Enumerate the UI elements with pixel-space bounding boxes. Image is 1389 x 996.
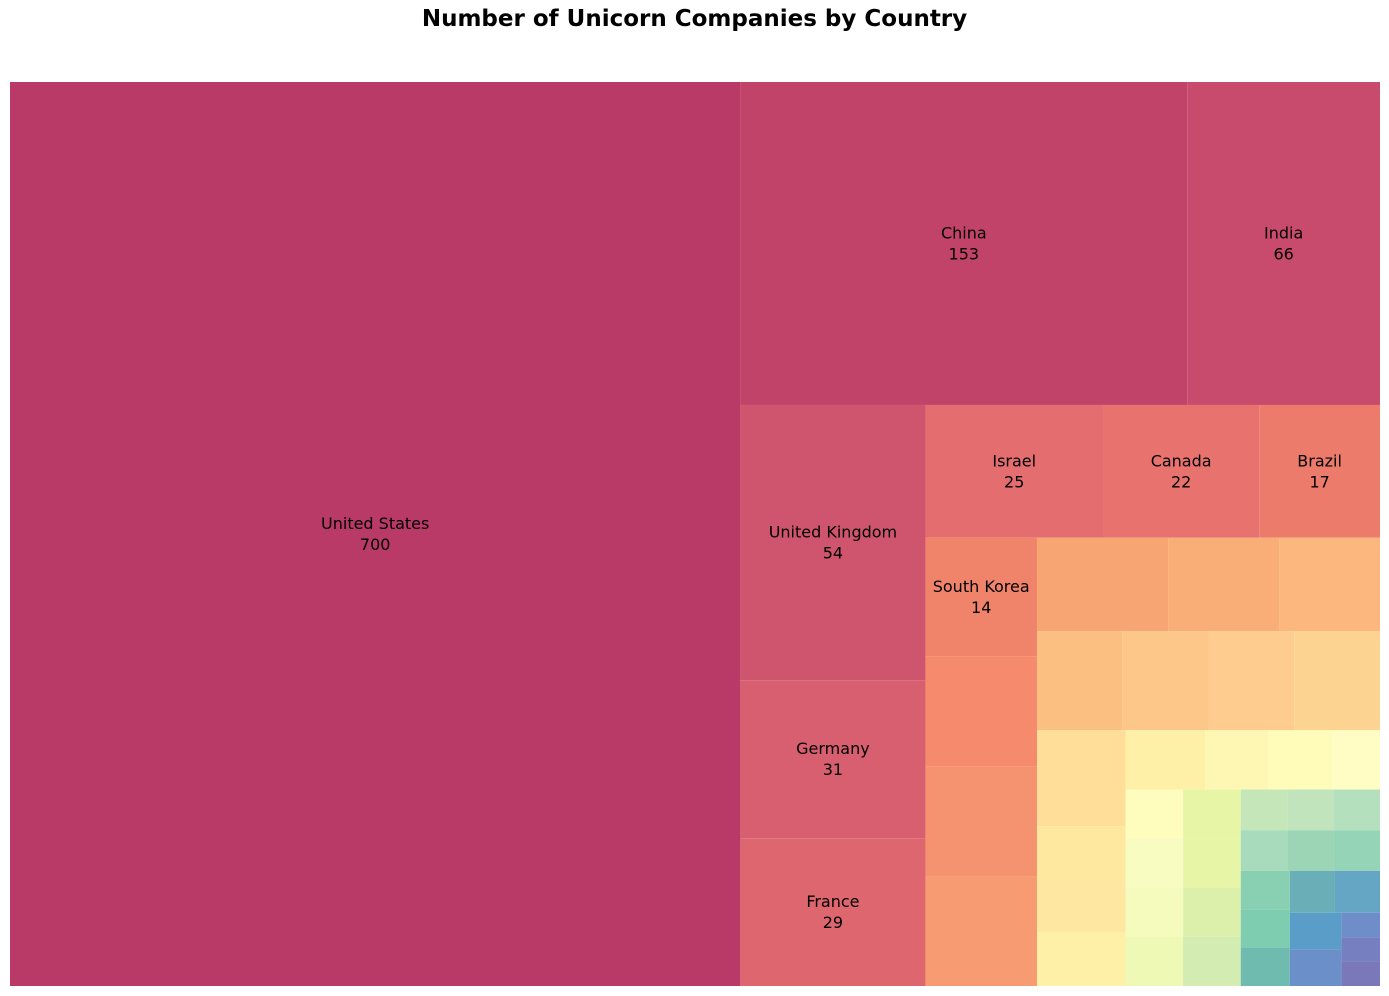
tile-india — [1187, 82, 1380, 405]
tile-unlabeled-12 — [925, 876, 1037, 986]
value-canada: 22 — [1171, 472, 1191, 491]
tile-unlabeled-34 — [1183, 887, 1241, 937]
tile-brazil — [1259, 404, 1380, 538]
tile-unlabeled-38 — [1333, 789, 1380, 831]
label-india: India — [1264, 223, 1303, 242]
label-canada: Canada — [1151, 451, 1212, 470]
tile-united-states — [10, 82, 741, 986]
tile-unlabeled-30 — [1125, 887, 1184, 937]
tile-unlabeled-48 — [1289, 949, 1342, 986]
tile-unlabeled-14 — [1168, 537, 1280, 632]
tile-unlabeled-44 — [1240, 947, 1290, 986]
tile-united-kingdom — [740, 404, 926, 681]
tile-unlabeled-37 — [1287, 789, 1334, 831]
tile-china — [740, 82, 1188, 405]
tile-france — [740, 838, 926, 986]
tile-unlabeled-50 — [1341, 937, 1380, 962]
tile-unlabeled-21 — [1036, 826, 1126, 880]
tile-unlabeled-42 — [1240, 870, 1290, 910]
tile-unlabeled-23 — [1036, 932, 1126, 986]
tile-unlabeled-26 — [1268, 730, 1333, 790]
value-germany: 31 — [823, 760, 843, 779]
tile-unlabeled-46 — [1334, 870, 1380, 913]
tile-unlabeled-43 — [1240, 909, 1290, 948]
tile-unlabeled-47 — [1289, 912, 1342, 950]
tile-unlabeled-11 — [925, 766, 1037, 877]
tile-germany — [740, 680, 926, 839]
tile-unlabeled-49 — [1341, 912, 1380, 938]
tile-unlabeled-27 — [1332, 730, 1380, 790]
tile-unlabeled-16 — [1036, 631, 1123, 731]
tile-unlabeled-15 — [1279, 537, 1380, 632]
tile-unlabeled-32 — [1183, 789, 1241, 839]
tile-unlabeled-51 — [1341, 961, 1380, 986]
label-south-korea: South Korea — [933, 577, 1030, 596]
label-france: France — [806, 892, 859, 911]
tile-unlabeled-33 — [1183, 838, 1241, 888]
value-brazil: 17 — [1309, 472, 1329, 491]
tile-unlabeled-24 — [1125, 730, 1206, 790]
label-brazil: Brazil — [1297, 451, 1342, 470]
value-china: 153 — [949, 244, 980, 263]
tile-unlabeled-22 — [1036, 879, 1126, 933]
tile-unlabeled-28 — [1125, 789, 1184, 839]
tile-south-korea — [925, 537, 1037, 657]
tile-unlabeled-29 — [1125, 838, 1184, 888]
tile-unlabeled-17 — [1122, 631, 1209, 731]
label-united-kingdom: United Kingdom — [769, 523, 897, 542]
tile-unlabeled-36 — [1240, 789, 1288, 831]
value-israel: 25 — [1004, 472, 1024, 491]
label-germany: Germany — [796, 739, 870, 758]
tile-unlabeled-41 — [1333, 830, 1380, 871]
value-united-kingdom: 54 — [823, 544, 843, 563]
tile-unlabeled-45 — [1289, 870, 1335, 913]
tile-unlabeled-19 — [1294, 631, 1380, 731]
value-india: 66 — [1273, 244, 1293, 263]
value-south-korea: 14 — [971, 598, 991, 617]
label-china: China — [941, 223, 987, 242]
tile-unlabeled-18 — [1208, 631, 1295, 731]
tile-unlabeled-13 — [1036, 537, 1169, 632]
tile-canada — [1103, 404, 1260, 538]
tile-israel — [925, 404, 1104, 538]
tile-unlabeled-31 — [1125, 936, 1184, 986]
tile-unlabeled-35 — [1183, 936, 1241, 986]
chart-title: Number of Unicorn Companies by Country — [421, 6, 968, 32]
tile-unlabeled-25 — [1205, 730, 1269, 790]
label-israel: Israel — [992, 451, 1036, 470]
label-united-states: United States — [321, 514, 429, 533]
tile-unlabeled-40 — [1287, 830, 1334, 871]
tile-unlabeled-10 — [925, 656, 1037, 767]
tile-unlabeled-39 — [1240, 830, 1288, 871]
value-united-states: 700 — [360, 535, 391, 554]
value-france: 29 — [823, 913, 843, 932]
tile-unlabeled-20 — [1036, 730, 1126, 827]
